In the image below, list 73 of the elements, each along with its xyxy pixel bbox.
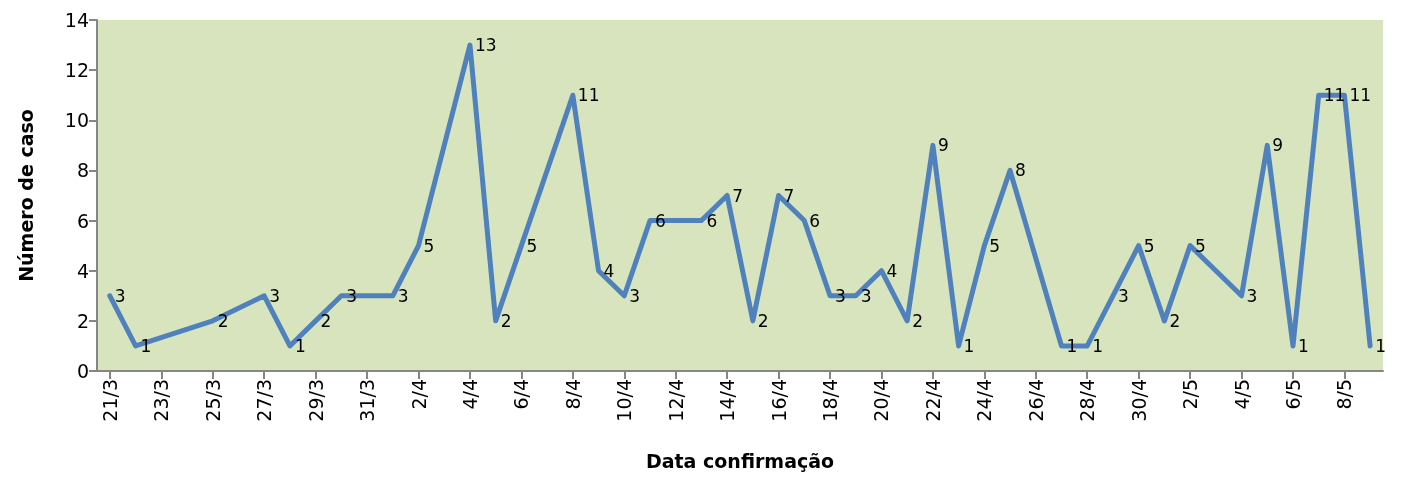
y-tick-label: 14 — [64, 9, 89, 31]
data-label: 3 — [629, 285, 641, 306]
data-label: 11 — [577, 85, 600, 106]
x-tick-label: 10/4 — [613, 379, 636, 422]
y-tick-label: 0 — [76, 360, 89, 382]
data-label: 1 — [1092, 335, 1104, 356]
data-label: 13 — [474, 35, 497, 56]
data-label: 4 — [886, 260, 898, 281]
data-label: 3 — [835, 285, 846, 306]
y-axis-title: Número de caso — [14, 109, 37, 282]
data-label: 8 — [1015, 160, 1026, 181]
data-label: 3 — [346, 285, 358, 306]
x-tick-label: 14/4 — [716, 379, 739, 422]
x-tick-label: 16/4 — [767, 379, 790, 422]
x-tick-label: 29/3 — [304, 379, 327, 422]
data-label: 6 — [706, 210, 718, 231]
x-tick-label: 6/4 — [510, 379, 533, 410]
x-tick-label: 26/4 — [1024, 379, 1047, 422]
data-label: 2 — [912, 310, 924, 331]
data-label: 2 — [1169, 310, 1181, 331]
data-label: 1 — [294, 335, 306, 356]
data-label: 5 — [423, 235, 435, 256]
y-tick-label: 2 — [76, 309, 89, 332]
x-tick-label: 8/4 — [561, 379, 584, 410]
data-label: 5 — [1195, 235, 1206, 256]
data-label: 7 — [732, 185, 743, 206]
data-label: 2 — [500, 310, 512, 331]
x-tick-label: 2/5 — [1179, 379, 1202, 410]
data-label: 5 — [526, 235, 538, 256]
data-label: 1 — [1066, 335, 1078, 356]
x-tick-label: 28/4 — [1076, 379, 1099, 422]
data-label: 1 — [963, 335, 975, 356]
x-tick-label: 30/4 — [1127, 379, 1150, 422]
x-tick-label: 27/3 — [253, 379, 276, 422]
x-tick-label: 18/4 — [819, 379, 842, 422]
data-label: 3 — [114, 285, 126, 306]
x-tick-label: 25/3 — [201, 379, 224, 422]
data-label: 5 — [989, 235, 1001, 256]
x-tick-label: 2/4 — [407, 379, 430, 410]
y-tick-label: 8 — [76, 159, 89, 182]
x-tick-label: 31/3 — [356, 379, 379, 422]
x-tick-label: 6/5 — [1281, 379, 1304, 410]
data-label: 9 — [1272, 135, 1284, 156]
x-tick-label: 23/3 — [150, 379, 173, 422]
data-label: 1 — [1297, 335, 1309, 356]
data-label: 2 — [320, 310, 332, 331]
data-label: 9 — [937, 135, 949, 156]
data-label: 5 — [1143, 235, 1155, 256]
data-label: 6 — [809, 210, 821, 231]
x-tick-label: 20/4 — [870, 379, 893, 422]
x-tick-label: 4/5 — [1230, 379, 1253, 410]
data-label: 7 — [783, 185, 795, 206]
y-tick-label: 12 — [64, 59, 89, 82]
data-label: 1 — [1375, 335, 1386, 356]
data-label: 3 — [860, 285, 872, 306]
y-tick-label: 6 — [76, 209, 89, 232]
y-tick-label: 10 — [64, 109, 89, 132]
data-label: 11 — [1349, 85, 1372, 106]
data-label: 3 — [397, 285, 409, 306]
y-tick-label: 4 — [76, 259, 89, 282]
data-label: 4 — [603, 260, 615, 281]
x-tick-label: 4/4 — [458, 379, 481, 410]
x-tick-label: 22/4 — [921, 379, 944, 422]
x-tick-label: 24/4 — [973, 379, 996, 422]
data-label: 3 — [269, 285, 281, 306]
data-label: 3 — [1117, 285, 1129, 306]
x-tick-label: 8/5 — [1333, 379, 1356, 410]
x-axis-title: Data confirmação — [645, 449, 835, 472]
data-label: 2 — [757, 310, 769, 331]
data-label: 11 — [1323, 85, 1346, 106]
x-tick-label: 12/4 — [664, 379, 687, 422]
x-tick-label: 21/3 — [98, 379, 121, 422]
data-label: 3 — [1246, 285, 1258, 306]
